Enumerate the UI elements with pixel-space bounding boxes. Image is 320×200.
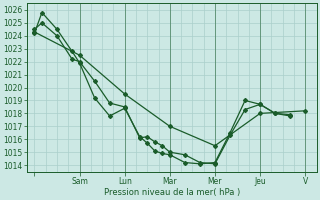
X-axis label: Pression niveau de la mer( hPa ): Pression niveau de la mer( hPa ) <box>104 188 240 197</box>
